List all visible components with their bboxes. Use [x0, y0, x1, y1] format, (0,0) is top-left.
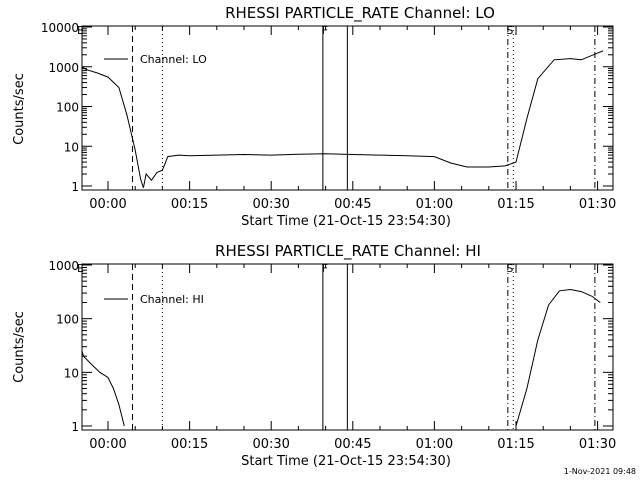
x-tick-label: 01:30: [579, 197, 616, 212]
x-tick-label: 00:30: [252, 197, 289, 212]
x-tick-label: 01:15: [497, 197, 534, 212]
x-tick-label: 01:00: [416, 197, 453, 212]
y-tick-label: 1000: [48, 61, 79, 75]
time-marker-label: F: [322, 262, 328, 275]
x-tick-label: 00:15: [171, 437, 208, 452]
time-marker-label: F: [322, 24, 328, 37]
lo-legend-label: Channel: LO: [140, 53, 207, 66]
time-marker-label: S: [506, 262, 513, 275]
x-tick-label: 00:00: [89, 437, 126, 452]
lo-legend: Channel: LO: [104, 53, 207, 66]
series-line: [81, 50, 604, 188]
hi-channel-panel: RHESSI PARTICLE_RATE Channel: HI Counts/…: [12, 242, 616, 469]
hi-series: [81, 288, 601, 427]
x-tick-label: 01:00: [416, 437, 453, 452]
hi-chart-title: RHESSI PARTICLE_RATE Channel: HI: [215, 242, 481, 261]
hi-x-axis-label: Start Time (21-Oct-15 23:54:30): [241, 454, 451, 469]
hi-y-axis-label: Counts/sec: [12, 311, 27, 383]
hi-legend: Channel: HI: [104, 293, 204, 306]
time-marker-label: S: [506, 24, 513, 37]
x-tick-label: 00:30: [252, 437, 289, 452]
lo-x-ticks: 00:00 00:15 00:30 00:45 01:00 01:15 01:30: [89, 26, 616, 212]
y-tick-label: 1: [71, 180, 79, 194]
x-tick-label: 00:15: [171, 197, 208, 212]
y-tick-label: 1: [71, 420, 79, 434]
lo-x-axis-label: Start Time (21-Oct-15 23:54:30): [241, 214, 451, 229]
series-line: [515, 288, 601, 427]
y-tick-label: 100: [56, 313, 79, 327]
time-marker-label: E: [77, 24, 84, 37]
x-tick-label: 00:45: [334, 197, 371, 212]
hi-legend-label: Channel: HI: [140, 293, 204, 306]
series-line: [81, 350, 125, 427]
lo-y-ticks: 1 10 100 1000 10000: [41, 21, 613, 194]
lo-channel-panel: RHESSI PARTICLE_RATE Channel: LO Counts/…: [12, 4, 616, 229]
y-tick-label: 100: [56, 101, 79, 115]
y-tick-label: 10: [64, 140, 79, 154]
lo-chart-title: RHESSI PARTICLE_RATE Channel: LO: [225, 4, 495, 23]
hi-y-ticks: 1 10 100 1000: [48, 259, 613, 434]
y-tick-label: 10000: [41, 21, 79, 35]
x-tick-label: 00:45: [334, 437, 371, 452]
time-marker-label: E: [77, 262, 84, 275]
lo-y-axis-label: Counts/sec: [12, 73, 27, 145]
x-tick-label: 00:00: [89, 197, 126, 212]
lo-series: [81, 50, 604, 188]
footer-timestamp: 1-Nov-2021 09:48: [564, 467, 636, 476]
x-tick-label: 01:30: [579, 437, 616, 452]
y-tick-label: 10: [64, 366, 79, 380]
hi-x-ticks: 00:00 00:15 00:30 00:45 01:00 01:15 01:30: [89, 264, 616, 452]
x-tick-label: 01:15: [497, 437, 534, 452]
y-tick-label: 1000: [48, 259, 79, 273]
